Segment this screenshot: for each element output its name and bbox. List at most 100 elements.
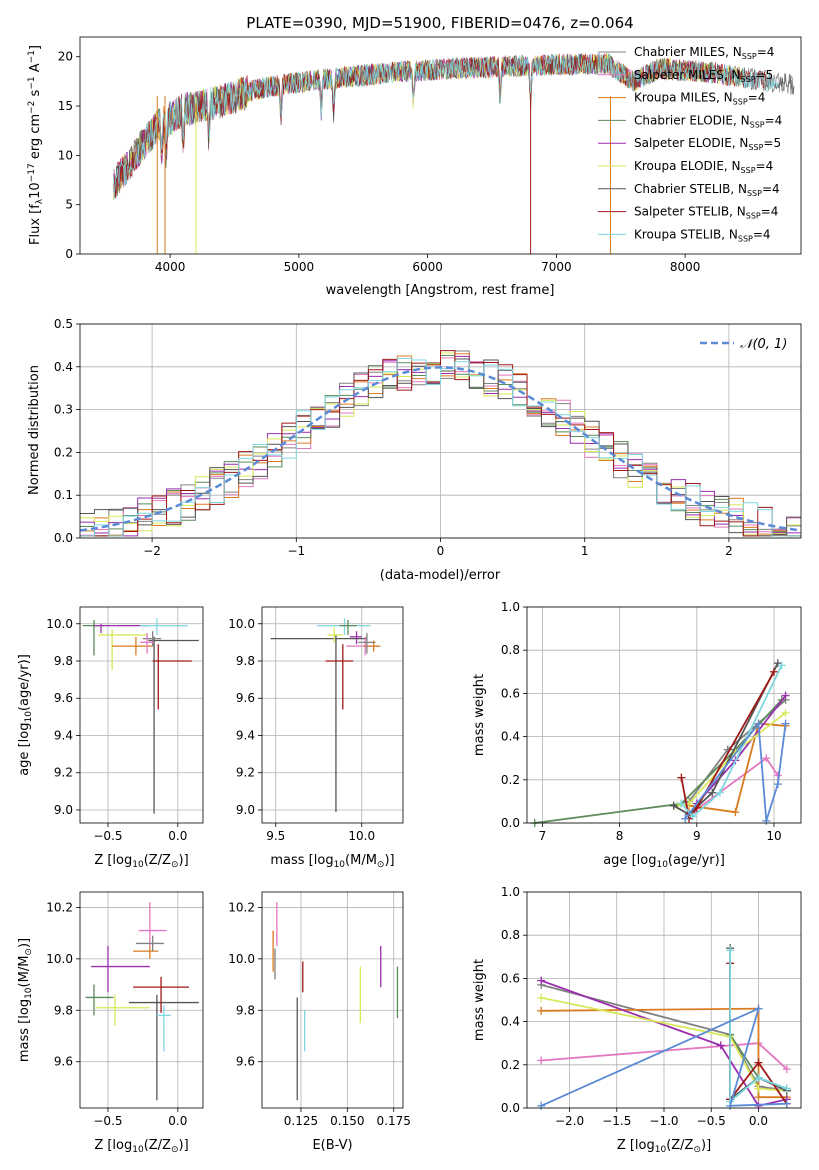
weight-marker <box>781 708 790 717</box>
errorbar-point <box>91 946 150 993</box>
axes-frame <box>526 891 802 1109</box>
x-tick-label: −1 <box>287 544 305 558</box>
x-tick-label: 2 <box>725 544 733 558</box>
spectrum-title: PLATE=0390, MJD=51900, FIBERID=0476, z=0… <box>246 14 633 32</box>
axis-ylabel: age [log10(age/yr)] <box>17 654 34 776</box>
y-tick-label: 9.2 <box>236 766 255 780</box>
residual-plot: −2 −1 0 1 2 0.0 0.1 0.2 0.3 0.4 0.5 <box>54 317 802 558</box>
errorbar-point <box>142 631 162 647</box>
weight-series <box>673 662 779 816</box>
errorbar-point <box>140 633 155 654</box>
x-tick-label: 5000 <box>284 260 315 274</box>
errorbar-point <box>270 634 367 812</box>
legend-entry: Salpeter ELODIE, NSSP=5 <box>634 136 781 152</box>
errorbar-point <box>148 636 199 814</box>
mass-vs-Z-panel: −0.5 0.0 9.6 9.8 10.0 10.2 Z [log10(Z/Z⊙)] mass… <box>17 891 204 1155</box>
weight-marker <box>731 808 740 817</box>
y-tick-label: 0.2 <box>501 773 520 787</box>
y-tick-label: 10.0 <box>46 952 73 966</box>
errorbar-point <box>358 633 376 654</box>
y-tick-label: 9.6 <box>236 691 255 705</box>
y-tick-label: 9.2 <box>54 766 73 780</box>
weight-marker <box>754 1093 763 1102</box>
errorbar-point <box>135 935 164 952</box>
y-tick-label: 1.0 <box>501 885 520 899</box>
errorbar-point <box>138 902 167 946</box>
y-tick-label: 9.4 <box>236 728 255 742</box>
errorbar-point <box>98 629 148 671</box>
errorbar-point <box>93 623 149 634</box>
errorbar-point <box>95 994 150 1026</box>
weight-vs-age-panel: 7 8 9 10 0.0 0.2 0.4 0.6 0.8 1.0 age [log10(age/yr… <box>472 600 802 870</box>
spectrum-legend: Chabrier MILES, NSSP=4 Salpeter MILES, NS… <box>598 45 782 243</box>
errorbar-point <box>152 644 192 710</box>
x-tick-label: −0.5 <box>697 1114 726 1128</box>
axis-ylabel: mass [log10(M/M⊙)] <box>17 938 34 1062</box>
weight-marker <box>716 1041 725 1050</box>
weight-marker <box>769 667 778 676</box>
x-tick-label: 7000 <box>541 260 572 274</box>
spectrum-ylabel: Flux [fλ10−17 erg cm−2 s−1 A−1] <box>27 45 45 245</box>
weight-marker <box>781 719 790 728</box>
weight-series <box>534 699 783 824</box>
legend-entry: Kroupa MILES, NSSP=4 <box>634 91 765 107</box>
weight-marker <box>708 788 717 797</box>
weight-series <box>541 1007 787 1099</box>
y-tick-label: 9.0 <box>54 803 73 817</box>
y-tick-label: 0.3 <box>54 403 73 417</box>
legend-entry: Salpeter MILES, NSSP=5 <box>634 68 773 84</box>
x-tick-label: −1.5 <box>602 1114 631 1128</box>
y-tick-label: 15 <box>58 99 73 113</box>
weight-series <box>688 722 786 814</box>
errorbar-point <box>156 1005 171 1052</box>
axis-xlabel: Z [log10(Z/Z⊙)] <box>617 1138 711 1155</box>
y-tick-label: 9.8 <box>54 654 73 668</box>
y-tick-label: 9.6 <box>236 1055 255 1069</box>
legend-entry: Chabrier ELODIE, NSSP=4 <box>634 113 782 129</box>
x-tick-label: 0.0 <box>168 1114 187 1128</box>
errorbar-point <box>349 631 362 645</box>
spectrum-plot: 4000 5000 6000 7000 8000 0 5 10 15 20 <box>58 36 802 274</box>
y-tick-label: 9.0 <box>236 803 255 817</box>
x-tick-label: 10.0 <box>348 829 375 843</box>
y-tick-label: 0.4 <box>501 1015 520 1029</box>
weight-vs-Z-panel: −2.0 −1.5 −1.0 −0.5 0.0 0.0 0.2 0.4 0.6 0.8 1.0 Z [… <box>472 885 802 1155</box>
spectrum-xlabel: wavelength [Angstrom, rest frame] <box>326 283 555 298</box>
weight-series <box>729 950 788 1104</box>
weight-series <box>540 1006 787 1107</box>
weight-marker <box>754 1058 763 1067</box>
legend-entry: Chabrier MILES, NSSP=4 <box>634 45 774 61</box>
weight-marker <box>777 661 786 670</box>
x-tick-label: 7 <box>539 829 547 843</box>
axes-frame <box>79 606 204 824</box>
x-tick-label: −0.5 <box>93 829 122 843</box>
y-tick-label: 0.0 <box>501 816 520 830</box>
axis-xlabel: Z [log10(Z/Z⊙)] <box>94 1138 188 1155</box>
weight-marker <box>677 773 686 782</box>
weight-marker <box>762 754 771 763</box>
x-tick-label: 8000 <box>670 260 701 274</box>
errorbar-point <box>128 994 199 1101</box>
weight-series <box>673 699 787 807</box>
x-tick-label: 9 <box>693 829 701 843</box>
weight-marker <box>537 993 546 1002</box>
weight-marker <box>754 1101 763 1110</box>
y-tick-label: 0.8 <box>501 643 520 657</box>
x-tick-label: −0.5 <box>93 1114 122 1128</box>
weight-series <box>680 664 783 818</box>
weight-marker <box>754 1073 763 1082</box>
y-tick-label: 0.2 <box>501 1058 520 1072</box>
y-tick-label: 10.0 <box>228 952 255 966</box>
weight-marker <box>754 1084 763 1093</box>
axes-frame <box>79 36 802 255</box>
weight-marker <box>688 812 697 821</box>
x-tick-label: 10 <box>766 829 781 843</box>
weight-marker <box>677 799 686 808</box>
x-tick-label: 0.0 <box>749 1114 768 1128</box>
axis-xlabel: mass [log10(M/M⊙)] <box>270 853 394 870</box>
y-tick-label: 9.6 <box>54 1055 73 1069</box>
weight-marker <box>726 1101 735 1110</box>
axis-xlabel: E(B-V) <box>312 1138 352 1153</box>
weight-series <box>541 996 787 1092</box>
y-tick-label: 10.2 <box>228 900 255 914</box>
